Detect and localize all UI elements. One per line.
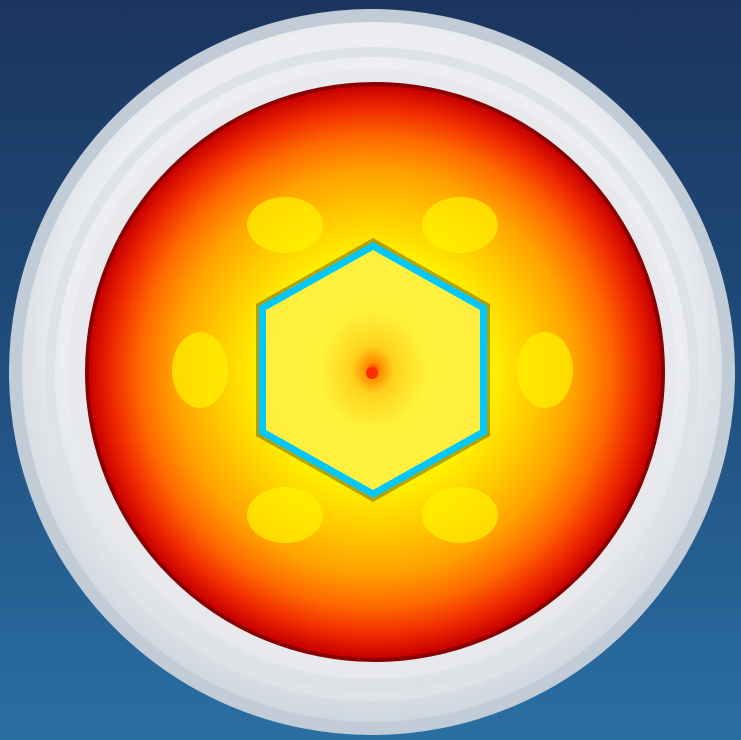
center-hot-spot xyxy=(366,367,378,379)
